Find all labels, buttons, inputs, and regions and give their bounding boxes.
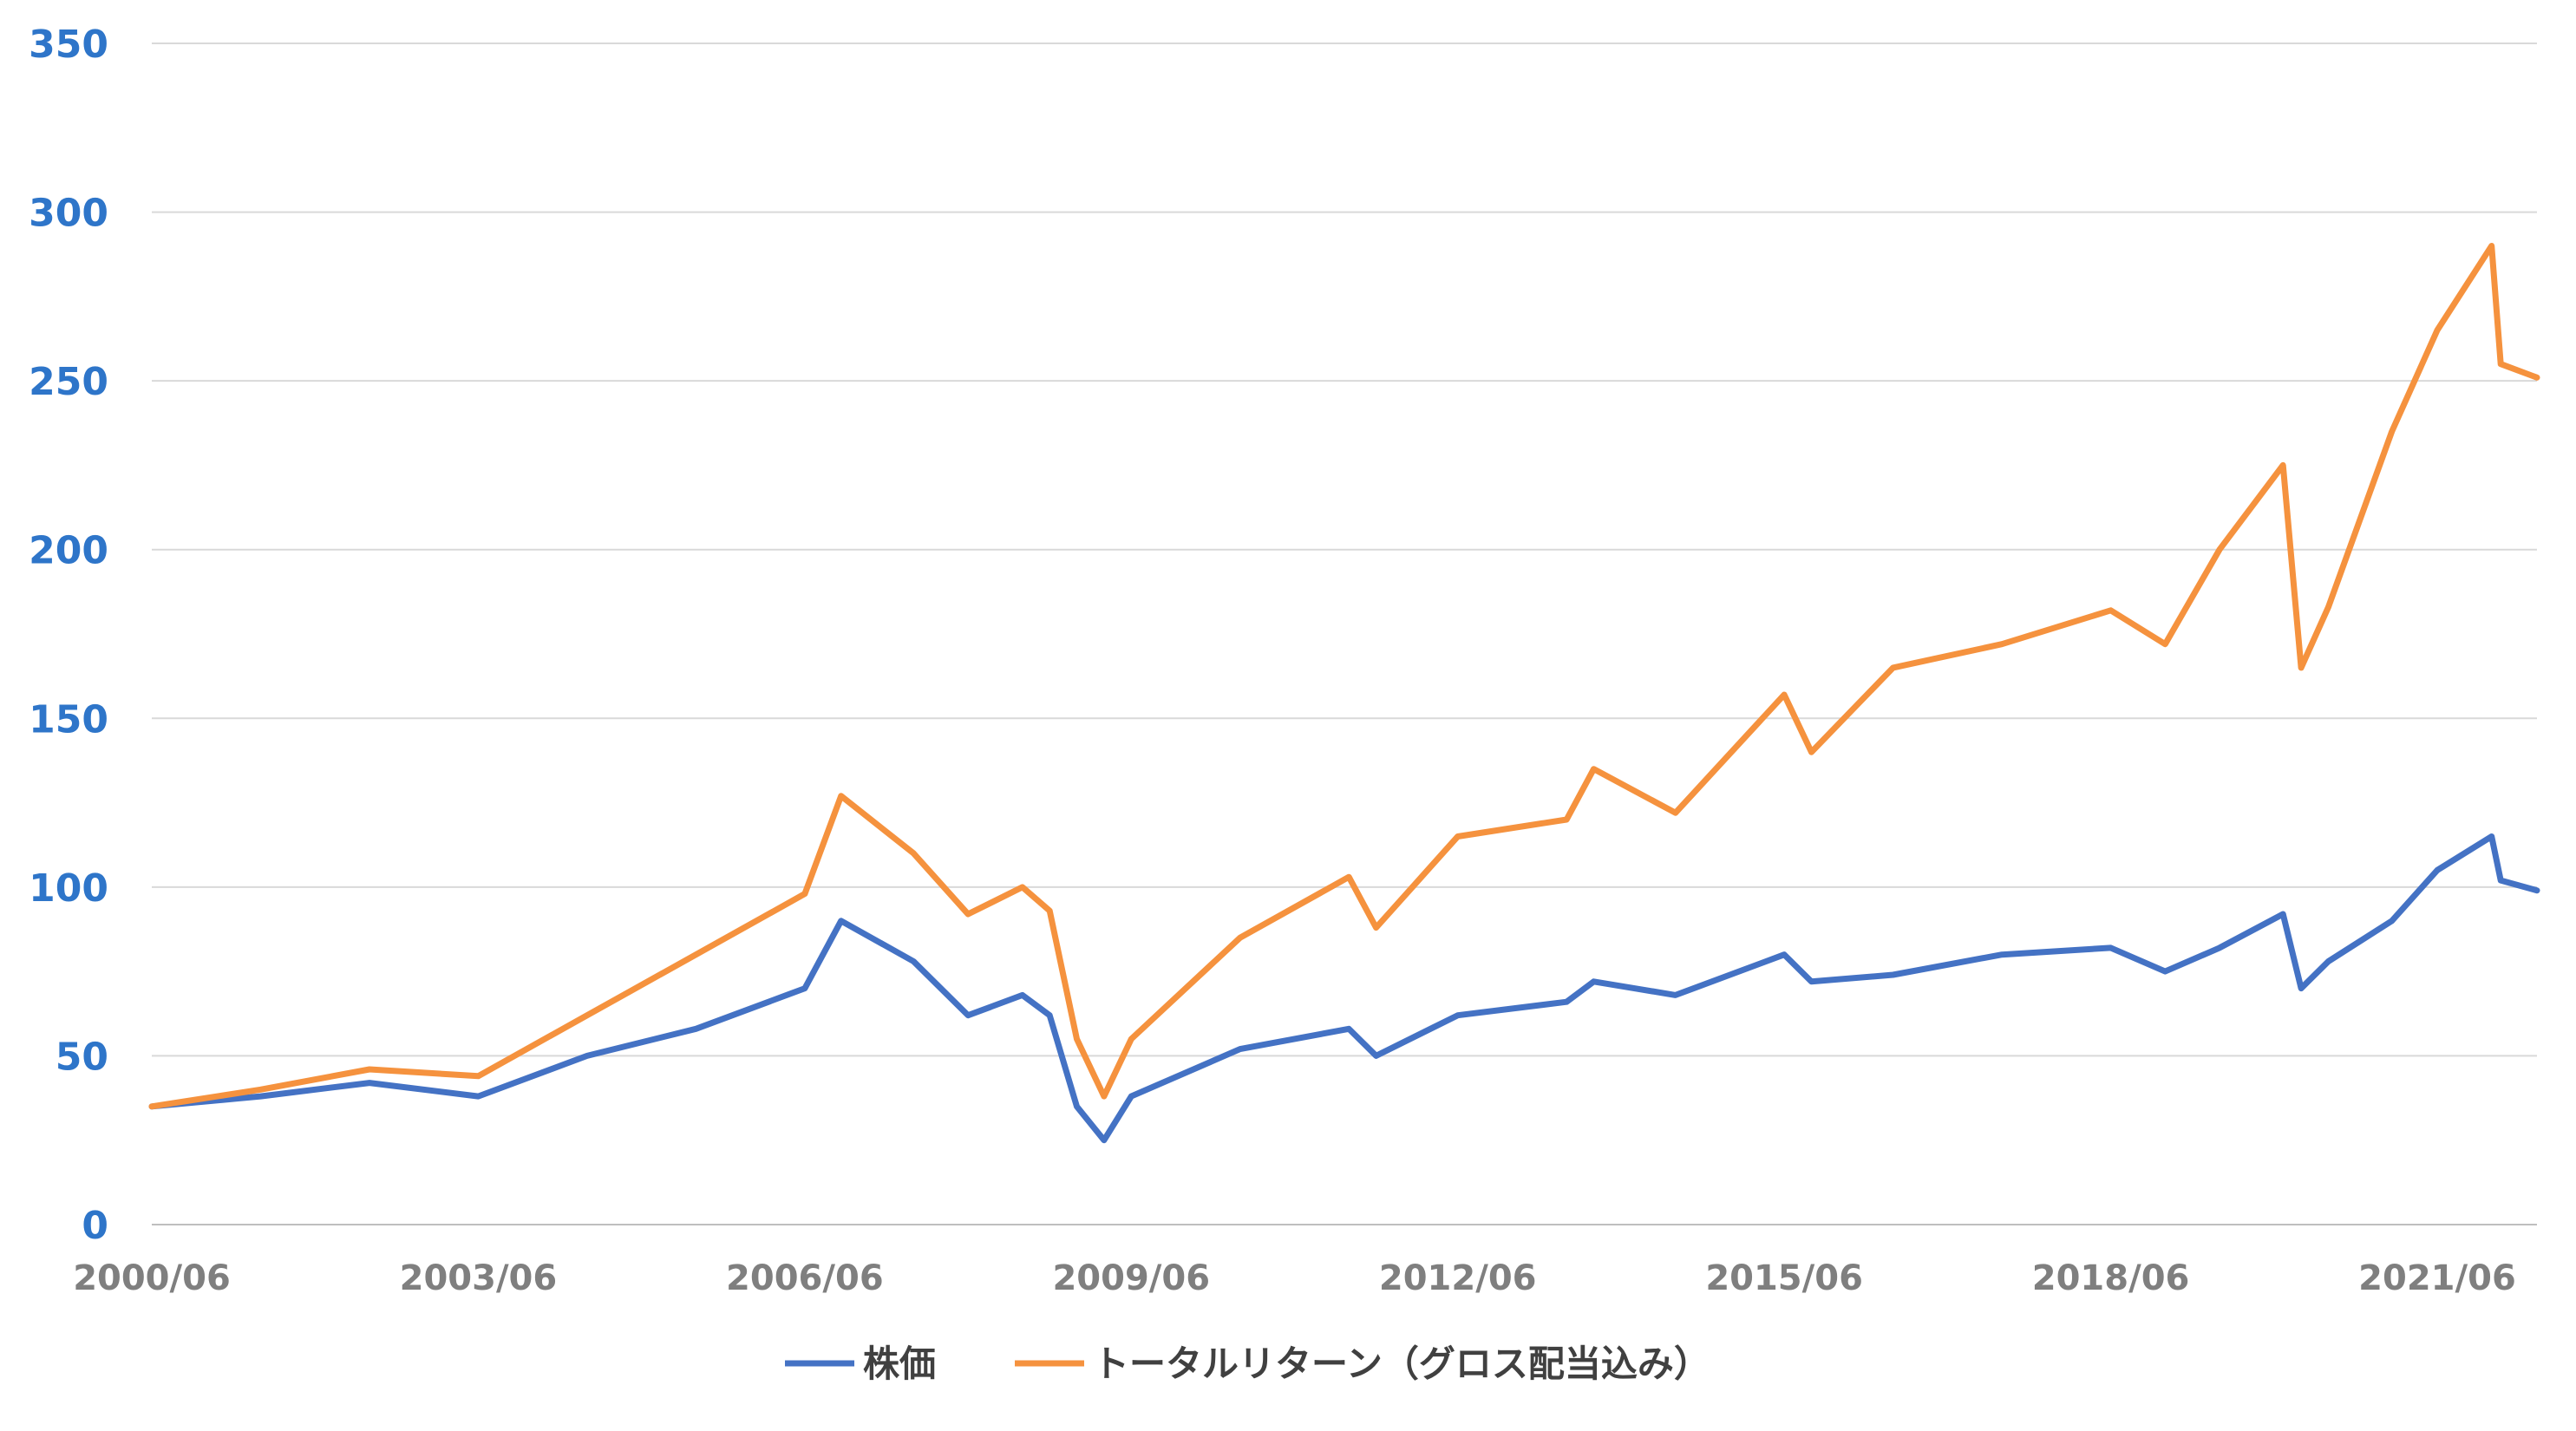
y-tick-label: 200 <box>29 529 108 573</box>
y-tick-label: 350 <box>29 23 108 67</box>
x-tick-label: 2009/06 <box>1052 1258 1210 1298</box>
y-tick-label: 100 <box>29 866 108 911</box>
x-tick-label: 2000/06 <box>73 1258 231 1298</box>
y-tick-label: 150 <box>29 697 108 742</box>
series-line-0 <box>148 833 2540 1144</box>
x-axis-ticks: 2000/06 2003/06 2006/06 2009/06 2012/06 2015/… <box>73 1258 2516 1298</box>
y-axis-ticks: 0 50 100 150 200 250 300 350 <box>29 23 108 1248</box>
series-line-1 <box>148 243 2540 1110</box>
x-tick-label: 2021/06 <box>2358 1258 2516 1298</box>
x-tick-label: 2012/06 <box>1379 1258 1537 1298</box>
y-tick-label: 250 <box>29 360 108 404</box>
x-tick-label: 2006/06 <box>726 1258 884 1298</box>
gridlines <box>152 42 2537 1225</box>
x-tick-label: 2018/06 <box>2032 1258 2190 1298</box>
y-tick-label: 0 <box>82 1204 108 1248</box>
x-tick-label: 2015/06 <box>1705 1258 1863 1298</box>
legend-label: トータルリターン（グロス配当込み） <box>1093 1343 1710 1385</box>
legend: 株価 トータルリターン（グロス配当込み） <box>785 1343 1710 1385</box>
legend-label: 株価 <box>863 1343 936 1385</box>
series-lines <box>148 243 2540 1144</box>
y-tick-label: 50 <box>56 1035 108 1079</box>
x-tick-label: 2003/06 <box>400 1258 558 1298</box>
y-tick-label: 300 <box>29 192 108 236</box>
